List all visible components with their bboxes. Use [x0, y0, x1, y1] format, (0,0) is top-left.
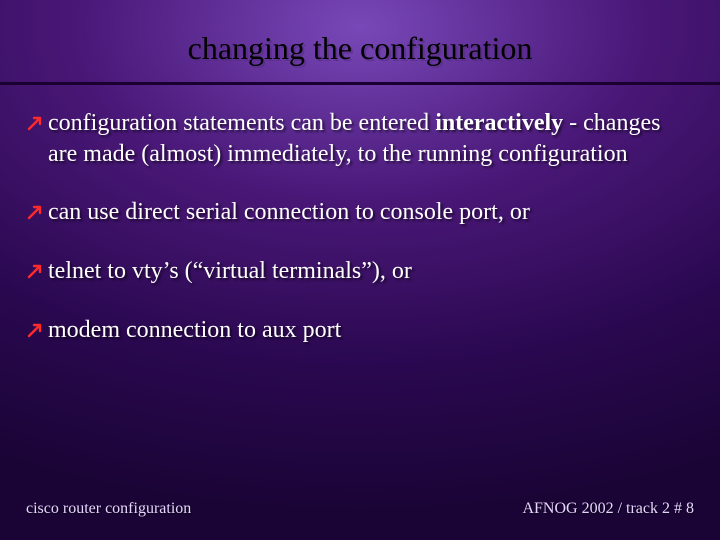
bullet-text: can use direct serial connection to cons…: [48, 197, 694, 228]
slide-body: configuration statements can be entered …: [26, 108, 694, 374]
slide-title: changing the configuration: [0, 0, 720, 67]
arrow-icon: [26, 315, 48, 341]
slide: changing the configuration configuration…: [0, 0, 720, 540]
bullet-text: telnet to vty’s (“virtual terminals”), o…: [48, 256, 694, 287]
footer-left: cisco router configuration: [26, 500, 191, 518]
bullet-text-pre: can use direct serial connection to cons…: [48, 199, 530, 225]
arrow-icon: [26, 256, 48, 282]
bullet-text: configuration statements can be entered …: [48, 108, 694, 169]
arrow-icon: [26, 197, 48, 223]
bullet-item: configuration statements can be entered …: [26, 108, 694, 169]
title-underline: [0, 82, 720, 85]
bullet-text-bold: interactively: [435, 110, 563, 136]
bullet-text: modem connection to aux port: [48, 315, 694, 346]
footer-right: AFNOG 2002 / track 2 # 8: [522, 500, 694, 518]
slide-footer: cisco router configuration AFNOG 2002 / …: [26, 500, 694, 518]
bullet-item: can use direct serial connection to cons…: [26, 197, 694, 228]
bullet-text-pre: modem connection to aux port: [48, 317, 341, 343]
bullet-item: telnet to vty’s (“virtual terminals”), o…: [26, 256, 694, 287]
bullet-text-pre: configuration statements can be entered: [48, 110, 435, 136]
bullet-text-pre: telnet to vty’s (“virtual terminals”), o…: [48, 258, 412, 284]
bullet-item: modem connection to aux port: [26, 315, 694, 346]
arrow-icon: [26, 108, 48, 134]
